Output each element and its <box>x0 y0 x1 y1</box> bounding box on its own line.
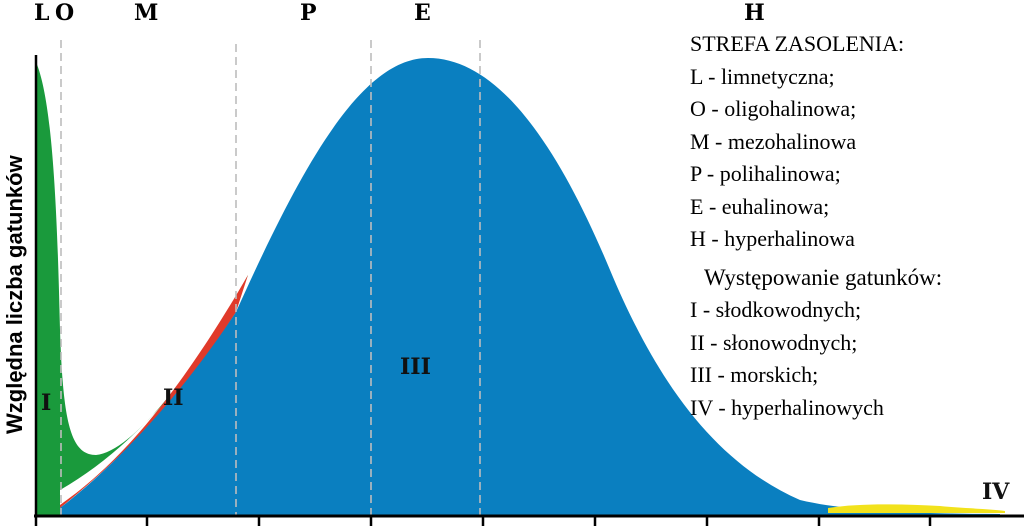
legend-occurrence-item: I - słodkowodnych; <box>690 297 862 322</box>
area-freshwater-species <box>36 62 248 515</box>
zone-label-l: L <box>34 0 49 26</box>
region-label-i: I <box>41 390 51 416</box>
legend-occurrence-item: IV - hyperhalinowych <box>690 394 884 420</box>
legend-zone-item: O - oligohalinowa; <box>690 96 857 121</box>
legend: STREFA ZASOLENIA: L - limnetyczna; O - o… <box>690 28 942 424</box>
legend-occurrence-item: II - słonowodnych; <box>690 329 858 355</box>
legend-zone-title: STREFA ZASOLENIA: <box>690 31 905 56</box>
zone-label-m: M <box>134 0 158 26</box>
area-hyperhaline-species <box>828 504 1005 513</box>
legend-zone-item: E - euhalinowa; <box>690 193 830 219</box>
legend-zone-item: L - limnetyczna; <box>690 63 835 89</box>
region-label-iii: III <box>400 354 431 380</box>
zone-label-h: H <box>744 0 765 26</box>
legend-zone-item: P - polihalinowa; <box>690 161 841 186</box>
legend-occurrence-title: Występowanie gatunków: <box>704 264 943 290</box>
zone-label-e: E <box>414 0 431 26</box>
zone-label-o: O <box>55 0 74 26</box>
x-axis-ticks <box>34 516 932 526</box>
legend-occurrence-item: III - morskich; <box>690 362 819 387</box>
zone-label-p: P <box>300 0 317 26</box>
region-label-iv: IV <box>982 479 1010 505</box>
region-label-ii: II <box>163 385 184 411</box>
legend-zone-item: H - hyperhalinowa <box>690 226 855 251</box>
y-axis-label: Względna liczba gatunków <box>2 154 27 434</box>
area-marine-species <box>60 58 1000 515</box>
legend-zone-item: M - mezohalinowa <box>690 128 857 154</box>
